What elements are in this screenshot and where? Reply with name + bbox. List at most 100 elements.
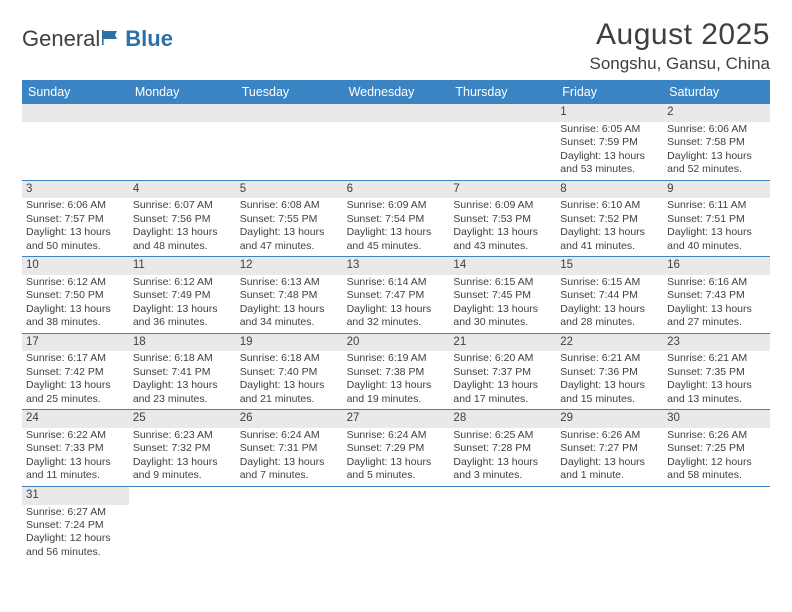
day-details: Sunrise: 6:25 AMSunset: 7:28 PMDaylight:… [449, 428, 556, 486]
day-details: Sunrise: 6:06 AMSunset: 7:57 PMDaylight:… [22, 198, 129, 256]
day-cell [449, 487, 556, 563]
day-cell: 25Sunrise: 6:23 AMSunset: 7:32 PMDayligh… [129, 410, 236, 486]
day-number: 5 [236, 181, 343, 199]
day-cell: 27Sunrise: 6:24 AMSunset: 7:29 PMDayligh… [343, 410, 450, 486]
day-cell: 9Sunrise: 6:11 AMSunset: 7:51 PMDaylight… [663, 181, 770, 257]
day-number: 16 [663, 257, 770, 275]
day-cell: 3Sunrise: 6:06 AMSunset: 7:57 PMDaylight… [22, 181, 129, 257]
day-cell: 24Sunrise: 6:22 AMSunset: 7:33 PMDayligh… [22, 410, 129, 486]
daylight-text: Daylight: 13 hours and 52 minutes. [667, 150, 766, 177]
flag-icon [102, 26, 124, 52]
day-cell: 12Sunrise: 6:13 AMSunset: 7:48 PMDayligh… [236, 257, 343, 333]
day-number: 7 [449, 181, 556, 199]
day-cell: 29Sunrise: 6:26 AMSunset: 7:27 PMDayligh… [556, 410, 663, 486]
daylight-text: Daylight: 13 hours and 48 minutes. [133, 226, 232, 253]
sunset-text: Sunset: 7:32 PM [133, 442, 232, 455]
sunset-text: Sunset: 7:45 PM [453, 289, 552, 302]
daylight-text: Daylight: 13 hours and 53 minutes. [560, 150, 659, 177]
day-number: 30 [663, 410, 770, 428]
day-number: 17 [22, 334, 129, 352]
daylight-text: Daylight: 13 hours and 11 minutes. [26, 456, 125, 483]
day-number [343, 104, 450, 122]
dayname-monday: Monday [129, 80, 236, 104]
sunset-text: Sunset: 7:55 PM [240, 213, 339, 226]
sunrise-text: Sunrise: 6:21 AM [667, 352, 766, 365]
day-cell [129, 104, 236, 180]
sunrise-text: Sunrise: 6:10 AM [560, 199, 659, 212]
sunrise-text: Sunrise: 6:16 AM [667, 276, 766, 289]
day-cell: 23Sunrise: 6:21 AMSunset: 7:35 PMDayligh… [663, 334, 770, 410]
day-details: Sunrise: 6:26 AMSunset: 7:25 PMDaylight:… [663, 428, 770, 486]
day-number [236, 104, 343, 122]
day-number: 3 [22, 181, 129, 199]
day-number [22, 104, 129, 122]
day-details: Sunrise: 6:09 AMSunset: 7:53 PMDaylight:… [449, 198, 556, 256]
day-number: 10 [22, 257, 129, 275]
day-details: Sunrise: 6:24 AMSunset: 7:31 PMDaylight:… [236, 428, 343, 486]
day-number [449, 104, 556, 122]
day-cell [236, 104, 343, 180]
daylight-text: Daylight: 13 hours and 43 minutes. [453, 226, 552, 253]
day-number: 15 [556, 257, 663, 275]
day-cell [129, 487, 236, 563]
dayname-tuesday: Tuesday [236, 80, 343, 104]
sunset-text: Sunset: 7:37 PM [453, 366, 552, 379]
day-cell: 30Sunrise: 6:26 AMSunset: 7:25 PMDayligh… [663, 410, 770, 486]
sunrise-text: Sunrise: 6:07 AM [133, 199, 232, 212]
day-cell [343, 104, 450, 180]
day-number: 22 [556, 334, 663, 352]
sunrise-text: Sunrise: 6:26 AM [560, 429, 659, 442]
daylight-text: Daylight: 13 hours and 13 minutes. [667, 379, 766, 406]
day-details: Sunrise: 6:19 AMSunset: 7:38 PMDaylight:… [343, 351, 450, 409]
daylight-text: Daylight: 13 hours and 19 minutes. [347, 379, 446, 406]
day-number: 11 [129, 257, 236, 275]
day-cell: 18Sunrise: 6:18 AMSunset: 7:41 PMDayligh… [129, 334, 236, 410]
daylight-text: Daylight: 13 hours and 5 minutes. [347, 456, 446, 483]
day-number: 2 [663, 104, 770, 122]
day-cell: 7Sunrise: 6:09 AMSunset: 7:53 PMDaylight… [449, 181, 556, 257]
location: Songshu, Gansu, China [589, 54, 770, 74]
day-number: 6 [343, 181, 450, 199]
sunrise-text: Sunrise: 6:24 AM [240, 429, 339, 442]
daylight-text: Daylight: 13 hours and 38 minutes. [26, 303, 125, 330]
daylight-text: Daylight: 13 hours and 21 minutes. [240, 379, 339, 406]
day-number: 12 [236, 257, 343, 275]
day-number: 8 [556, 181, 663, 199]
day-cell: 1Sunrise: 6:05 AMSunset: 7:59 PMDaylight… [556, 104, 663, 180]
day-number: 31 [22, 487, 129, 505]
sunrise-text: Sunrise: 6:14 AM [347, 276, 446, 289]
day-cell: 22Sunrise: 6:21 AMSunset: 7:36 PMDayligh… [556, 334, 663, 410]
daylight-text: Daylight: 13 hours and 25 minutes. [26, 379, 125, 406]
daylight-text: Daylight: 13 hours and 50 minutes. [26, 226, 125, 253]
day-details: Sunrise: 6:26 AMSunset: 7:27 PMDaylight:… [556, 428, 663, 486]
day-details: Sunrise: 6:22 AMSunset: 7:33 PMDaylight:… [22, 428, 129, 486]
day-details: Sunrise: 6:12 AMSunset: 7:50 PMDaylight:… [22, 275, 129, 333]
day-number: 23 [663, 334, 770, 352]
day-cell [236, 487, 343, 563]
day-cell: 19Sunrise: 6:18 AMSunset: 7:40 PMDayligh… [236, 334, 343, 410]
sunset-text: Sunset: 7:36 PM [560, 366, 659, 379]
day-details: Sunrise: 6:18 AMSunset: 7:40 PMDaylight:… [236, 351, 343, 409]
day-number: 13 [343, 257, 450, 275]
dayname-thursday: Thursday [449, 80, 556, 104]
day-details: Sunrise: 6:08 AMSunset: 7:55 PMDaylight:… [236, 198, 343, 256]
sunset-text: Sunset: 7:51 PM [667, 213, 766, 226]
sunset-text: Sunset: 7:59 PM [560, 136, 659, 149]
logo: General Blue [22, 18, 173, 52]
daylight-text: Daylight: 13 hours and 1 minute. [560, 456, 659, 483]
sunrise-text: Sunrise: 6:09 AM [453, 199, 552, 212]
week-row: 10Sunrise: 6:12 AMSunset: 7:50 PMDayligh… [22, 257, 770, 334]
day-number: 4 [129, 181, 236, 199]
sunset-text: Sunset: 7:48 PM [240, 289, 339, 302]
day-details: Sunrise: 6:05 AMSunset: 7:59 PMDaylight:… [556, 122, 663, 180]
sunset-text: Sunset: 7:28 PM [453, 442, 552, 455]
logo-text-general: General [22, 26, 100, 52]
sunrise-text: Sunrise: 6:08 AM [240, 199, 339, 212]
day-cell: 4Sunrise: 6:07 AMSunset: 7:56 PMDaylight… [129, 181, 236, 257]
daylight-text: Daylight: 13 hours and 30 minutes. [453, 303, 552, 330]
sunrise-text: Sunrise: 6:17 AM [26, 352, 125, 365]
daylight-text: Daylight: 12 hours and 58 minutes. [667, 456, 766, 483]
sunrise-text: Sunrise: 6:20 AM [453, 352, 552, 365]
day-number [129, 104, 236, 122]
sunset-text: Sunset: 7:47 PM [347, 289, 446, 302]
